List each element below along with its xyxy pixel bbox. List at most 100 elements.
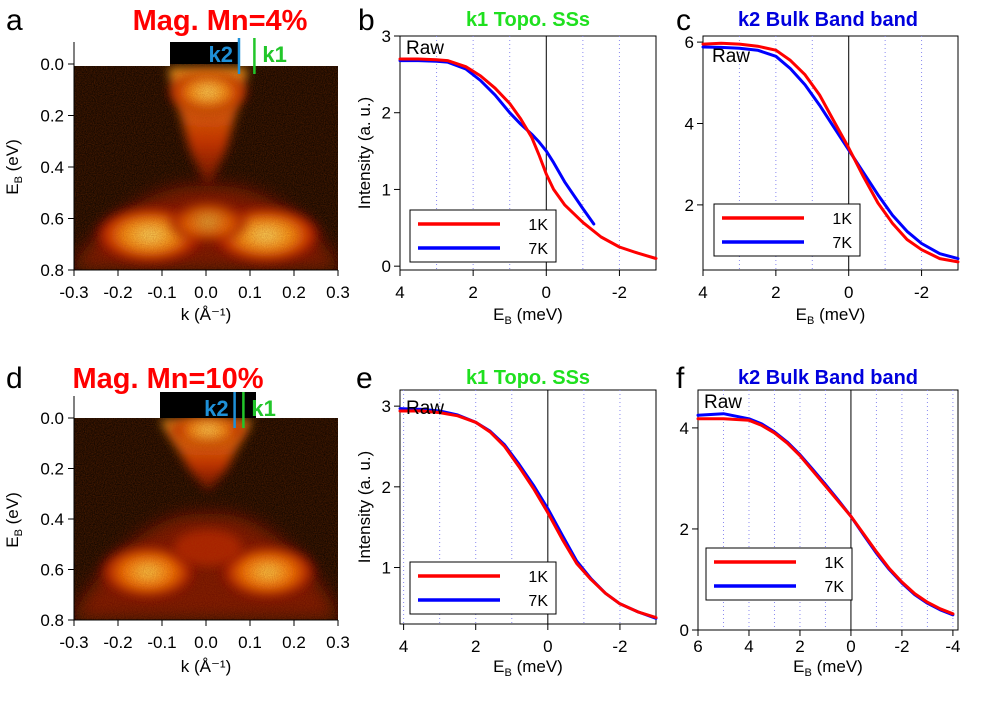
annotation-raw-e: Raw: [406, 398, 444, 419]
legend-box-c: [713, 203, 861, 257]
plot-frame-c: [702, 35, 959, 271]
y-axis-label-b: Intensity (a. u.): [355, 97, 374, 209]
marker-label-k2-a: k2: [209, 42, 233, 67]
legend-label-7K-f: 7K: [824, 579, 844, 596]
x-tick-label-f: 2: [795, 637, 804, 656]
series-line-7K-b: [398, 59, 596, 226]
x-axis-label-e: EB (meV): [493, 657, 563, 679]
legend-label-7K-c: 7K: [832, 235, 852, 252]
x-tick-label-b: 0: [542, 283, 551, 302]
x-tick-label-f: -2: [894, 637, 909, 656]
chart-title-e: k1 Topo. SSs: [466, 367, 590, 389]
legend-label-7K-e: 7K: [528, 593, 548, 610]
legend-box-e: [409, 561, 557, 615]
y-axis-label-a: EB (eV): [3, 139, 25, 195]
panel-label-b: b: [358, 4, 375, 37]
y-tick-label-d: 0.4: [40, 510, 64, 529]
legend-label-7K-b: 7K: [528, 241, 548, 258]
series-line-1K-c: [701, 41, 960, 264]
chart-title-b: k1 Topo. SSs: [466, 9, 590, 31]
marker-label-k1-d: k1: [251, 396, 275, 421]
x-tick-label-d: 0.3: [326, 633, 350, 652]
chart-title-f: k2 Bulk Band band: [738, 367, 918, 389]
x-tick-label-d: -0.1: [147, 633, 176, 652]
legend-box-f: [705, 547, 853, 601]
panel-label-a: a: [6, 4, 23, 37]
series-line-7K-c: [701, 45, 960, 261]
x-tick-label-a: -0.1: [147, 283, 176, 302]
x-tick-label-b: 4: [395, 283, 404, 302]
y-tick-label-a: 0.6: [40, 210, 64, 229]
heatmap-title-d: Mag. Mn=10%: [73, 363, 264, 395]
y-tick-label-e: 1: [382, 559, 391, 578]
x-axis-label-a: k (Å⁻¹): [181, 305, 232, 324]
x-tick-label-a: 0.0: [194, 283, 218, 302]
x-tick-label-c: 2: [771, 283, 780, 302]
x-tick-label-f: 6: [693, 637, 702, 656]
x-tick-label-a: -0.3: [59, 283, 88, 302]
y-tick-label-f: 2: [680, 520, 689, 539]
y-tick-label-a: 0.2: [40, 107, 64, 126]
y-axis-label-e: Intensity (a. u.): [355, 451, 374, 563]
series-line-1K-e: [398, 409, 658, 619]
y-tick-label-d: 0.8: [40, 611, 64, 630]
panel-label-d: d: [6, 362, 23, 395]
x-tick-label-d: -0.2: [103, 633, 132, 652]
y-tick-label-d: 0.2: [40, 460, 64, 479]
chart-title-c: k2 Bulk Band band: [738, 9, 918, 31]
heatmap-a: [74, 42, 338, 270]
x-tick-label-d: 0.0: [194, 633, 218, 652]
x-tick-label-e: -2: [612, 637, 627, 656]
x-axis-label-c: EB (meV): [796, 305, 866, 327]
plot-frame-b: [399, 35, 657, 271]
x-tick-label-a: 0.1: [238, 283, 262, 302]
panel-label-c: c: [676, 4, 691, 37]
y-tick-label-b: 0: [382, 257, 391, 276]
x-tick-label-c: 0: [844, 283, 853, 302]
marker-label-k1-a: k1: [262, 42, 286, 67]
x-tick-label-d: 0.1: [238, 633, 262, 652]
legend-label-1K-c: 1K: [832, 211, 852, 228]
legend-label-1K-e: 1K: [528, 569, 548, 586]
y-tick-label-f: 0: [680, 621, 689, 640]
panel-label-f: f: [676, 362, 685, 395]
y-tick-label-c: 6: [685, 33, 694, 52]
y-tick-label-d: 0.6: [40, 561, 64, 580]
panel-label-e: e: [356, 362, 373, 395]
heatmap-title-a: Mag. Mn=4%: [133, 5, 308, 37]
annotation-raw-c: Raw: [712, 46, 750, 67]
plot-frame-e: [399, 389, 657, 625]
y-tick-label-a: 0.8: [40, 261, 64, 280]
annotation-raw-b: Raw: [406, 38, 444, 59]
x-tick-label-a: -0.2: [103, 283, 132, 302]
legend-box-b: [409, 209, 557, 263]
y-tick-label-a: 0.4: [40, 158, 64, 177]
x-axis-label-d: k (Å⁻¹): [181, 657, 232, 676]
x-axis-label-f: EB (meV): [793, 657, 863, 679]
y-tick-label-f: 4: [680, 419, 689, 438]
y-tick-label-b: 2: [382, 104, 391, 123]
legend-label-1K-b: 1K: [528, 217, 548, 234]
charts-layer: Mag. Mn=4% -0.3 -0.2 -0.1 0.0 0.1 0.2 0.3 0.0 0.2…: [3, 5, 960, 679]
y-tick-label-e: 2: [382, 478, 391, 497]
y-tick-label-c: 4: [685, 114, 694, 133]
x-tick-label-e: 0: [543, 637, 552, 656]
y-tick-label-b: 1: [382, 180, 391, 199]
x-tick-label-f: 0: [846, 637, 855, 656]
annotation-raw-f: Raw: [704, 392, 742, 413]
x-tick-label-d: -0.3: [59, 633, 88, 652]
x-tick-label-f: -4: [945, 637, 960, 656]
marker-label-k2-d: k2: [204, 396, 228, 421]
y-tick-label-c: 2: [685, 196, 694, 215]
y-tick-label-a: 0.0: [40, 55, 64, 74]
x-tick-label-a: 0.3: [326, 283, 350, 302]
x-tick-label-b: -2: [612, 283, 627, 302]
x-tick-label-a: 0.2: [282, 283, 306, 302]
plot-frame-f: [697, 389, 959, 631]
x-tick-label-c: 4: [698, 283, 707, 302]
x-tick-label-c: -2: [914, 283, 929, 302]
series-line-1K-b: [398, 57, 658, 260]
y-tick-label-b: 3: [382, 27, 391, 46]
